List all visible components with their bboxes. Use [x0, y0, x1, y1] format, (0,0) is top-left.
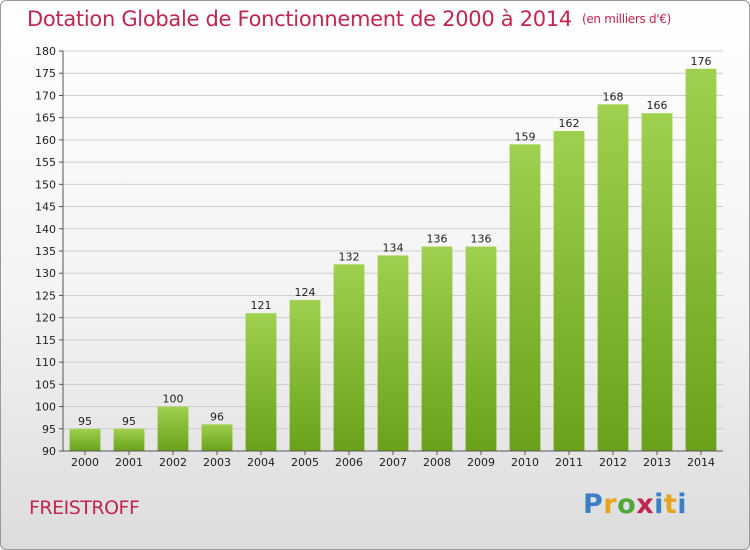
bar-2013	[641, 113, 673, 451]
y-tick-label: 135	[35, 245, 56, 258]
bar-value-label: 96	[210, 410, 224, 423]
y-tick-label: 175	[35, 67, 56, 80]
bar-2003	[201, 424, 233, 451]
x-tick-label: 2014	[687, 456, 715, 469]
bar-value-label: 168	[603, 90, 624, 103]
x-tick-label: 2001	[115, 456, 143, 469]
y-tick-label: 165	[35, 112, 56, 125]
bar-2005	[289, 299, 321, 451]
x-tick-label: 2007	[379, 456, 407, 469]
y-tick-label: 110	[35, 356, 56, 369]
y-tick-label: 180	[35, 45, 56, 58]
bar-2004	[245, 313, 277, 451]
bar-value-label: 95	[78, 415, 92, 428]
y-tick-label: 170	[35, 89, 56, 102]
y-tick-label: 95	[42, 423, 56, 436]
x-tick-label: 2006	[335, 456, 363, 469]
bar-2012	[597, 104, 629, 451]
x-tick-label: 2004	[247, 456, 275, 469]
x-tick-label: 2013	[643, 456, 671, 469]
bar-2011	[553, 131, 585, 451]
y-tick-label: 90	[42, 445, 56, 458]
y-tick-label: 115	[35, 334, 56, 347]
bar-value-label: 100	[163, 393, 184, 406]
bar-2001	[113, 428, 145, 451]
bar-2008	[421, 246, 453, 451]
x-tick-label: 2009	[467, 456, 495, 469]
y-tick-label: 145	[35, 201, 56, 214]
bar-2002	[157, 406, 189, 451]
bar-value-label: 159	[515, 130, 536, 143]
y-tick-label: 140	[35, 223, 56, 236]
y-tick-label: 120	[35, 312, 56, 325]
bar-value-label: 124	[295, 286, 316, 299]
bar-value-label: 121	[251, 299, 272, 312]
x-tick-label: 2002	[159, 456, 187, 469]
bar-value-label: 136	[471, 233, 492, 246]
axes: 90 95 100 105 110 115 120 125 130 135 140 145 150 155…	[35, 45, 723, 458]
proxiti-logo: Proxiti	[583, 489, 688, 520]
y-tick-label: 155	[35, 156, 56, 169]
bars	[69, 68, 717, 452]
bar-2009	[465, 246, 497, 451]
x-tick-label: 2008	[423, 456, 451, 469]
chart-title: Dotation Globale de Fonctionnement de 20…	[27, 7, 671, 31]
bar-value-label: 134	[383, 241, 404, 254]
y-tick-label: 125	[35, 289, 56, 302]
bar-2000	[69, 428, 101, 451]
bar-2014	[685, 68, 717, 452]
bar-value-label: 95	[122, 415, 136, 428]
y-tick-label: 100	[35, 401, 56, 414]
labels: 95 2000 95 2001 100 2002 96 2003 121 2004 124 2005 1…	[71, 55, 715, 469]
x-tick-label: 2000	[71, 456, 99, 469]
bar-value-label: 132	[339, 250, 360, 263]
bar-2010	[509, 144, 541, 452]
chart-title-text: Dotation Globale de Fonctionnement de 20…	[27, 7, 572, 31]
x-tick-label: 2011	[555, 456, 583, 469]
chart-unit-label: (en milliers d'€)	[581, 12, 671, 26]
bar-value-label: 136	[427, 233, 448, 246]
bar-value-label: 166	[647, 99, 668, 112]
bar-value-label: 162	[559, 117, 580, 130]
x-tick-label: 2003	[203, 456, 231, 469]
x-tick-label: 2012	[599, 456, 627, 469]
y-tick-label: 105	[35, 378, 56, 391]
y-tick-label: 160	[35, 134, 56, 147]
x-tick-label: 2005	[291, 456, 319, 469]
y-tick-label: 150	[35, 178, 56, 191]
y-tick-label: 130	[35, 267, 56, 280]
bar-value-label: 176	[691, 55, 712, 68]
bar-2006	[333, 264, 365, 451]
bar-2007	[377, 255, 409, 451]
x-tick-label: 2010	[511, 456, 539, 469]
commune-name: FREISTROFF	[29, 497, 140, 519]
